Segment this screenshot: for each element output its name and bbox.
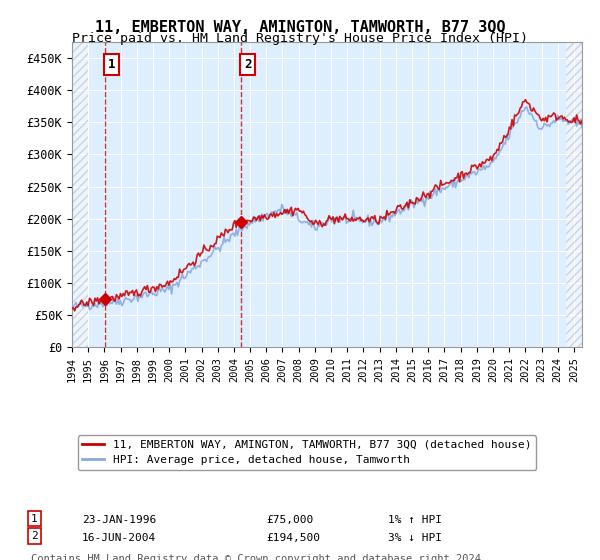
Legend: 11, EMBERTON WAY, AMINGTON, TAMWORTH, B77 3QQ (detached house), HPI: Average pri: 11, EMBERTON WAY, AMINGTON, TAMWORTH, B7… — [77, 435, 536, 470]
Text: £194,500: £194,500 — [266, 533, 320, 543]
Bar — [566, 42, 582, 347]
Text: £75,000: £75,000 — [266, 515, 313, 525]
Text: 2: 2 — [31, 531, 38, 541]
Text: 1: 1 — [108, 58, 116, 71]
Text: 3% ↓ HPI: 3% ↓ HPI — [388, 533, 442, 543]
Text: Contains HM Land Registry data © Crown copyright and database right 2024.
This d: Contains HM Land Registry data © Crown c… — [31, 554, 487, 560]
Bar — [72, 42, 88, 347]
Text: 11, EMBERTON WAY, AMINGTON, TAMWORTH, B77 3QQ: 11, EMBERTON WAY, AMINGTON, TAMWORTH, B7… — [95, 20, 505, 35]
Text: 16-JUN-2004: 16-JUN-2004 — [82, 533, 157, 543]
Text: Price paid vs. HM Land Registry's House Price Index (HPI): Price paid vs. HM Land Registry's House … — [72, 32, 528, 45]
Text: 2: 2 — [244, 58, 251, 71]
Text: 1% ↑ HPI: 1% ↑ HPI — [388, 515, 442, 525]
Text: 23-JAN-1996: 23-JAN-1996 — [82, 515, 157, 525]
Text: 1: 1 — [31, 514, 38, 524]
